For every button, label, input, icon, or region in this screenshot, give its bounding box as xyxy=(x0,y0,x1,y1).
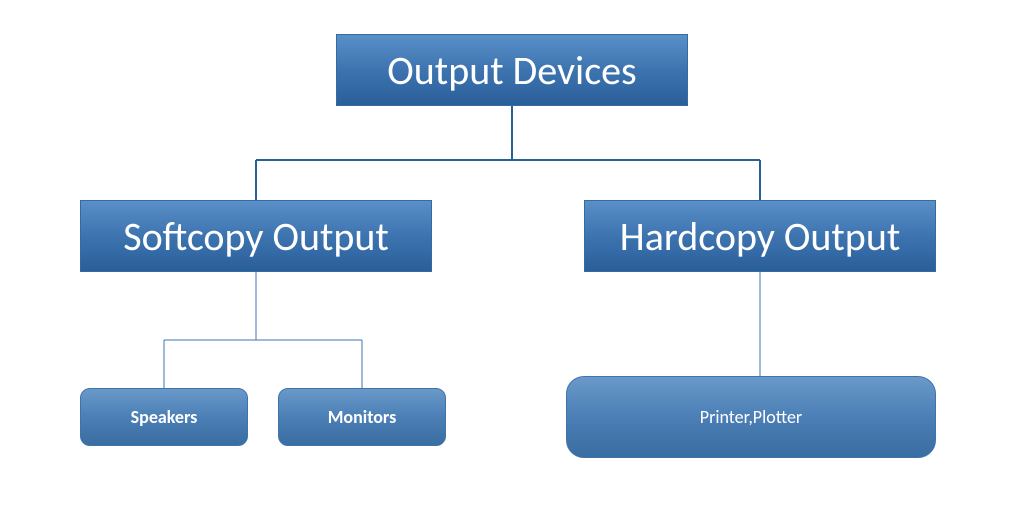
node-softcopy: Softcopy Output xyxy=(80,200,432,272)
node-root-label: Output Devices xyxy=(387,46,636,95)
node-monitors-label: Monitors xyxy=(328,406,397,428)
node-softcopy-label: Softcopy Output xyxy=(123,212,389,261)
node-root: Output Devices xyxy=(336,34,688,106)
node-printer-plotter: Printer,Plotter xyxy=(566,376,936,458)
node-printer-plotter-label: Printer,Plotter xyxy=(700,406,802,428)
node-hardcopy-label: Hardcopy Output xyxy=(620,212,900,261)
node-speakers: Speakers xyxy=(80,388,248,446)
node-speakers-label: Speakers xyxy=(131,406,198,428)
node-hardcopy: Hardcopy Output xyxy=(584,200,936,272)
node-monitors: Monitors xyxy=(278,388,446,446)
